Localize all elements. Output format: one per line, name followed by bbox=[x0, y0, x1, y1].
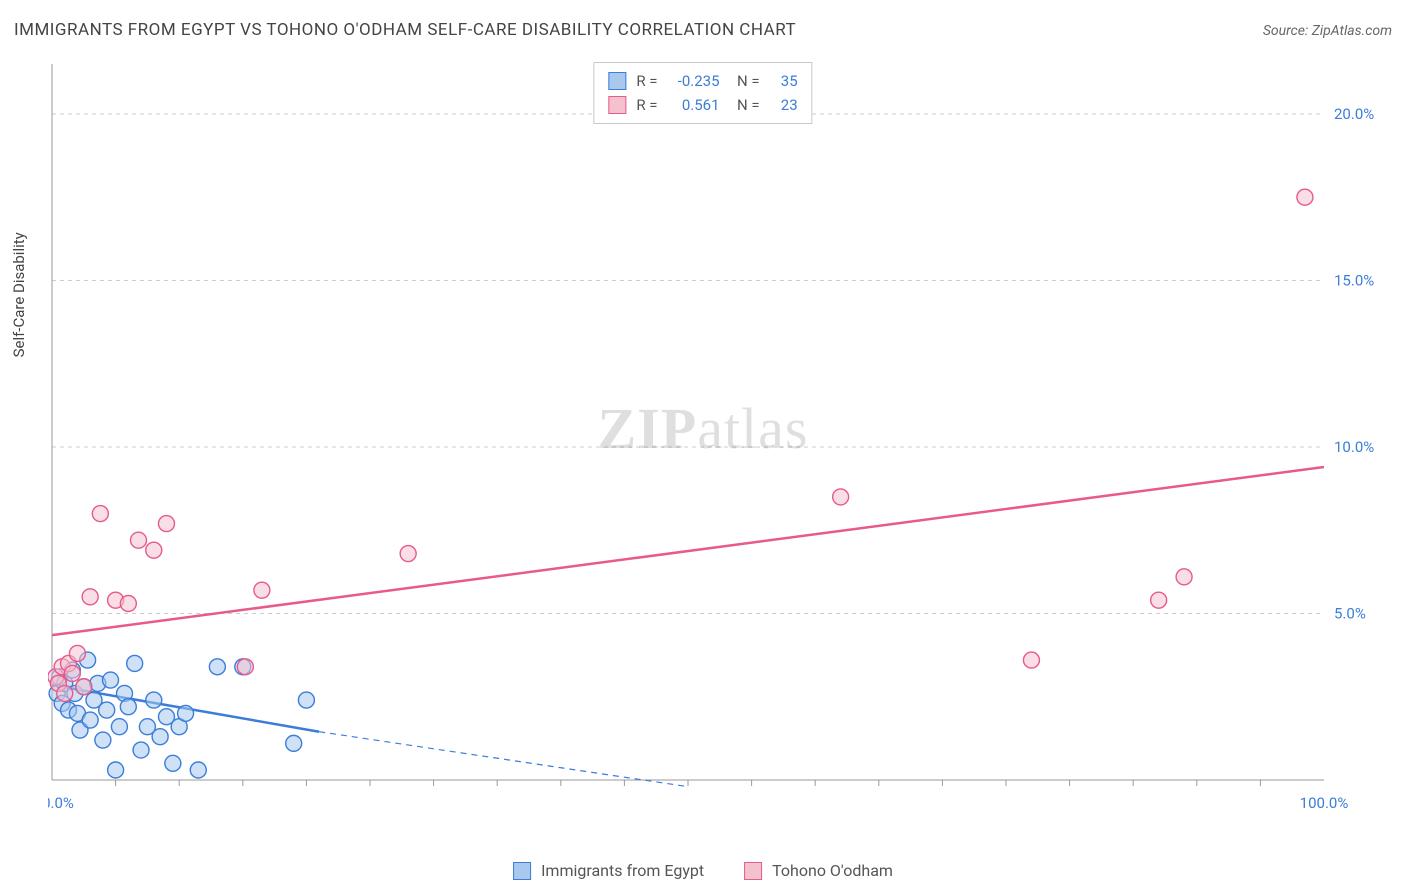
data-point bbox=[1023, 652, 1039, 668]
legend-n-label: N = bbox=[730, 93, 760, 117]
data-point bbox=[99, 702, 115, 718]
title-bar: IMMIGRANTS FROM EGYPT VS TOHONO O'ODHAM … bbox=[14, 20, 1392, 40]
data-point bbox=[57, 685, 73, 701]
legend-series-label: Immigrants from Egypt bbox=[541, 861, 704, 880]
data-point bbox=[95, 732, 111, 748]
legend-n-label: N = bbox=[730, 69, 760, 93]
data-point bbox=[120, 699, 136, 715]
source-attribution: Source: ZipAtlas.com bbox=[1263, 23, 1392, 39]
data-point bbox=[190, 762, 206, 778]
svg-text:0.0%: 0.0% bbox=[48, 794, 74, 812]
data-point bbox=[152, 729, 168, 745]
data-point bbox=[1176, 569, 1192, 585]
data-point bbox=[146, 692, 162, 708]
legend-r-label: R = bbox=[636, 69, 657, 93]
data-point bbox=[165, 755, 181, 771]
legend-series-item: Immigrants from Egypt bbox=[513, 861, 704, 880]
y-tick-label: 15.0% bbox=[1334, 271, 1374, 289]
svg-text:100.0%: 100.0% bbox=[1300, 794, 1349, 812]
data-point bbox=[1151, 592, 1167, 608]
data-point bbox=[146, 542, 162, 558]
data-point bbox=[130, 532, 146, 548]
legend-r-value: -0.235 bbox=[668, 69, 720, 93]
data-point bbox=[108, 762, 124, 778]
legend-correlation-row: R = -0.235 N = 35 bbox=[608, 69, 797, 93]
data-point bbox=[127, 655, 143, 671]
data-point bbox=[1297, 189, 1313, 205]
y-tick-label: 10.0% bbox=[1334, 438, 1374, 456]
data-point bbox=[69, 645, 85, 661]
data-point bbox=[833, 489, 849, 505]
legend-series-label: Tohono O'odham bbox=[772, 861, 893, 880]
legend-r-label: R = bbox=[636, 93, 657, 117]
legend-swatch bbox=[513, 862, 531, 880]
data-point bbox=[237, 659, 253, 675]
data-point bbox=[400, 546, 416, 562]
scatter-plot-svg: 5.0% 10.0% 15.0% 20.0% 0.0% 100.0% bbox=[48, 60, 1388, 828]
legend-swatch bbox=[608, 72, 626, 90]
legend-series-item: Tohono O'odham bbox=[744, 861, 893, 880]
data-point bbox=[158, 516, 174, 532]
data-point bbox=[178, 705, 194, 721]
legend-n-value: 35 bbox=[770, 69, 798, 93]
data-point bbox=[103, 672, 119, 688]
data-point bbox=[133, 742, 149, 758]
data-point bbox=[254, 582, 270, 598]
data-point bbox=[120, 595, 136, 611]
legend-correlation-row: R = 0.561 N = 23 bbox=[608, 93, 797, 117]
data-point bbox=[111, 719, 127, 735]
y-axis-label: Self-Care Disability bbox=[10, 232, 28, 357]
legend-n-value: 23 bbox=[770, 93, 798, 117]
legend-swatch bbox=[744, 862, 762, 880]
chart-area: 5.0% 10.0% 15.0% 20.0% 0.0% 100.0% bbox=[48, 60, 1388, 828]
data-point bbox=[92, 506, 108, 522]
data-point bbox=[76, 679, 92, 695]
legend-r-value: 0.561 bbox=[668, 93, 720, 117]
chart-title: IMMIGRANTS FROM EGYPT VS TOHONO O'ODHAM … bbox=[14, 20, 796, 40]
y-tick-label: 20.0% bbox=[1334, 105, 1374, 123]
y-tick-label: 5.0% bbox=[1334, 604, 1366, 622]
data-point bbox=[64, 665, 80, 681]
source-value: ZipAtlas.com bbox=[1312, 23, 1392, 39]
data-point bbox=[82, 712, 98, 728]
source-label: Source: bbox=[1263, 23, 1308, 39]
data-point bbox=[209, 659, 225, 675]
data-point bbox=[286, 735, 302, 751]
legend-correlation-box: R = -0.235 N = 35 R = 0.561 N = 23 bbox=[593, 62, 812, 124]
legend-series: Immigrants from Egypt Tohono O'odham bbox=[513, 861, 893, 880]
data-point bbox=[298, 692, 314, 708]
data-point bbox=[82, 589, 98, 605]
legend-swatch bbox=[608, 96, 626, 114]
